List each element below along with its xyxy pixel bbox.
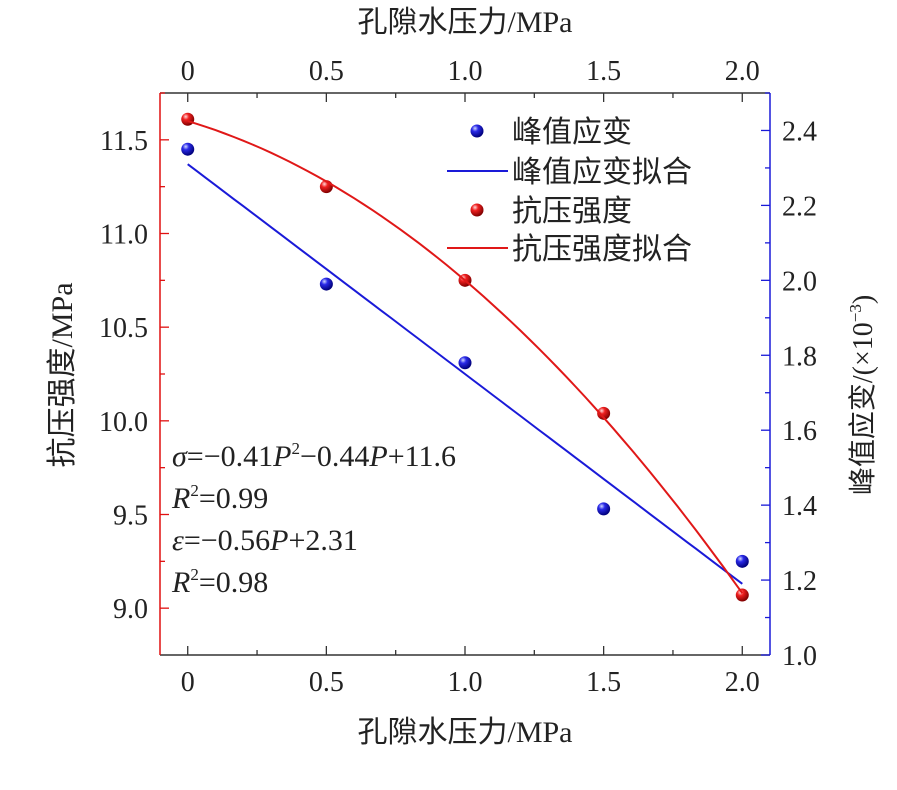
x-tick-label: 0.5 <box>309 667 344 698</box>
strain-point <box>735 554 749 568</box>
y-axis-label-right: 峰值应变/(×10−3) <box>846 295 879 495</box>
sigma-fit-equation: σ=−0.41P2−0.44P+11.6 <box>172 439 456 473</box>
fit-annotations: σ=−0.41P2−0.44P+11.6 R2=0.99 ε=−0.56P+2.… <box>171 439 456 599</box>
y-right-tick-label: 1.6 <box>782 416 817 447</box>
legend-label: 抗压强度 <box>512 195 632 228</box>
y-left-tick-label: 9.0 <box>113 594 148 625</box>
y-right-tick-label: 2.0 <box>782 266 817 297</box>
x-tick-label-top: 0 <box>181 56 195 87</box>
x-tick-label-top: 2.0 <box>725 56 760 87</box>
strength-point <box>181 112 195 126</box>
y-right-tick-label: 1.2 <box>782 566 817 597</box>
strain-point <box>319 277 333 291</box>
x-axis-label: 孔隙水压力/MPa <box>357 716 572 749</box>
x-tick-label: 0 <box>181 667 195 698</box>
x-tick-label: 2.0 <box>725 667 760 698</box>
y-left-tick-label: 10.5 <box>99 313 148 344</box>
epsilon-r-squared: R2=0.98 <box>171 565 268 599</box>
strength-fit-line <box>187 120 744 594</box>
y-left-tick-label: 11.5 <box>100 126 148 157</box>
y-right-tick-label: 1.4 <box>782 491 817 522</box>
x-tick-label-top: 1.0 <box>448 56 483 87</box>
x-tick-label-top: 1.5 <box>586 56 621 87</box>
x-tick-label: 1.0 <box>448 667 483 698</box>
y-axis-label-right-main: 峰值应变/(×10 <box>847 322 879 495</box>
epsilon-fit-equation: ε=−0.56P+2.31 <box>172 524 358 557</box>
strength-point <box>735 588 749 602</box>
x-tick-label-top: 0.5 <box>309 56 344 87</box>
legend-marker-swatch <box>470 124 484 138</box>
axes: 0 0 0.5 0.5 1.0 1.0 1.5 1.5 2.0 2.0 9.0 9.5 10.0 10.5… <box>99 56 817 698</box>
strain-point <box>181 142 195 156</box>
y-left-tick-label: 10.0 <box>99 407 148 438</box>
y-right-tick-label: 2.4 <box>782 116 817 147</box>
y-right-tick-label: 1.8 <box>782 341 817 372</box>
y-right-tick-label: 1.0 <box>782 641 817 672</box>
y-left-tick-label: 11.0 <box>100 220 148 251</box>
legend-label: 峰值应变拟合 <box>512 156 692 189</box>
strength-point <box>597 406 611 420</box>
x-tick-label: 1.5 <box>586 667 621 698</box>
y-right-tick-label: 2.2 <box>782 191 817 222</box>
legend-label: 峰值应变 <box>512 116 632 149</box>
y-axis-label-right-exponent: −3 <box>846 304 865 322</box>
strain-point <box>458 356 472 370</box>
strain-point <box>597 502 611 516</box>
y-left-tick-label: 9.5 <box>113 501 148 532</box>
legend-label: 抗压强度拟合 <box>512 233 692 266</box>
y-axis-label-right-close: ) <box>848 295 879 304</box>
sigma-r-squared: R2=0.99 <box>171 481 268 515</box>
plot-marks <box>181 112 749 602</box>
y-axis-label-left: 抗压强度/MPa <box>46 282 79 467</box>
strain-fit-line <box>187 163 743 585</box>
legend-marker-swatch <box>470 203 484 217</box>
x-axis-label-top: 孔隙水压力/MPa <box>357 6 572 39</box>
